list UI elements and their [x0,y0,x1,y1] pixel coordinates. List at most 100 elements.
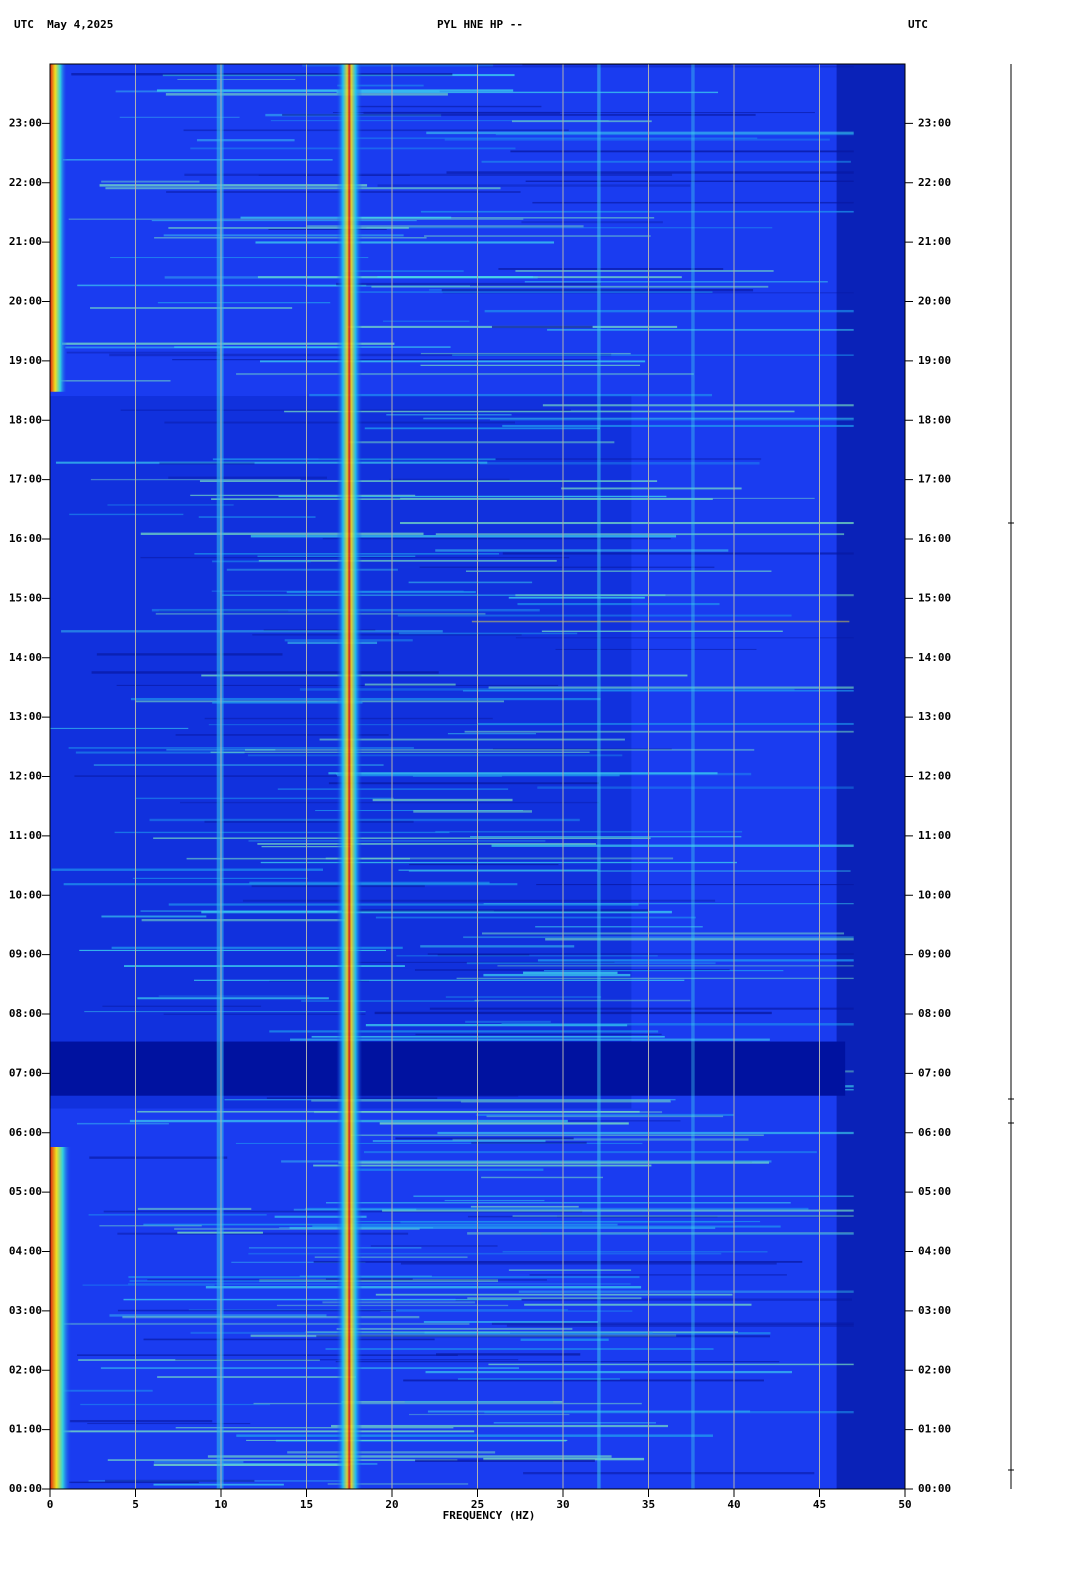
texture [50,727,189,730]
texture [325,1202,791,1204]
texture [163,1013,366,1015]
texture [249,881,490,884]
y-tick-label-right: 11:00 [918,829,951,842]
quiet-region [836,64,905,1489]
texture [386,414,512,416]
texture [143,1223,618,1226]
texture [248,840,546,842]
texture [270,120,609,122]
texture [435,533,845,536]
texture [435,549,729,552]
texture [413,810,533,813]
texture [99,1225,202,1227]
texture [201,674,688,677]
texture [471,1141,587,1144]
texture [82,1284,215,1286]
texture [529,1274,787,1276]
texture [174,346,451,348]
texture [66,351,219,354]
texture [481,932,845,935]
texture [474,999,691,1002]
texture [352,137,758,140]
y-tick-label: 23:00 [9,116,42,129]
texture [547,328,854,331]
y-tick-label-right: 14:00 [918,651,951,664]
texture [69,513,184,516]
texture [263,629,376,631]
texture [194,979,685,981]
texture [409,863,559,866]
texture [521,221,663,224]
texture [322,537,671,540]
texture [353,1220,761,1223]
texture [153,837,651,840]
texture [290,1038,770,1041]
y-tick-label: 13:00 [9,710,42,723]
texture [488,1363,854,1366]
texture [253,1402,642,1405]
y-tick-label: 19:00 [9,354,42,367]
texture [524,281,828,283]
texture [259,1279,499,1282]
texture [260,861,737,864]
x-axis-label: FREQUENCY (HZ) [443,1509,536,1522]
texture [204,820,414,823]
y-tick-label: 20:00 [9,295,42,308]
texture [149,818,580,822]
texture [556,1215,854,1218]
texture [327,1483,469,1485]
texture [338,1161,770,1164]
texture [400,497,815,499]
header-left: UTC May 4,2025 [14,18,113,31]
texture [89,1156,228,1159]
texture [174,1227,420,1230]
texture [420,352,631,355]
texture [377,276,534,279]
texture [446,171,854,174]
texture [395,1137,574,1140]
texture [491,1322,854,1325]
texture [158,995,310,997]
texture [457,1378,620,1380]
texture [325,1348,714,1350]
texture [102,1005,262,1007]
texture [212,560,311,563]
texture [244,748,755,751]
tonal-line [691,64,695,1489]
texture [491,325,593,329]
texture [153,1463,351,1466]
texture [489,418,854,421]
texture [328,782,600,785]
texture [316,1335,771,1338]
texture [382,1209,854,1212]
texture [555,648,757,651]
y-tick-label: 00:00 [9,1482,42,1495]
texture [221,1463,378,1465]
y-tick-label: 17:00 [9,473,42,486]
texture [68,747,414,749]
texture [460,1100,671,1103]
texture [236,1434,713,1437]
texture [366,227,773,229]
texture [61,342,395,345]
texture [330,1094,519,1097]
texture [541,630,783,632]
texture [305,1207,809,1210]
texture [483,973,631,977]
texture [413,1195,854,1198]
texture [456,977,854,980]
texture [400,521,854,525]
texture [332,112,815,114]
texture [515,637,854,639]
texture [284,410,795,413]
x-tick-label: 45 [813,1498,826,1511]
texture [79,949,387,952]
texture [80,1403,271,1406]
texture [435,830,743,833]
texture [107,1459,458,1462]
texture [532,201,854,204]
texture [541,1233,854,1235]
edge-energy [50,64,68,392]
texture [140,532,424,535]
texture [156,89,514,92]
